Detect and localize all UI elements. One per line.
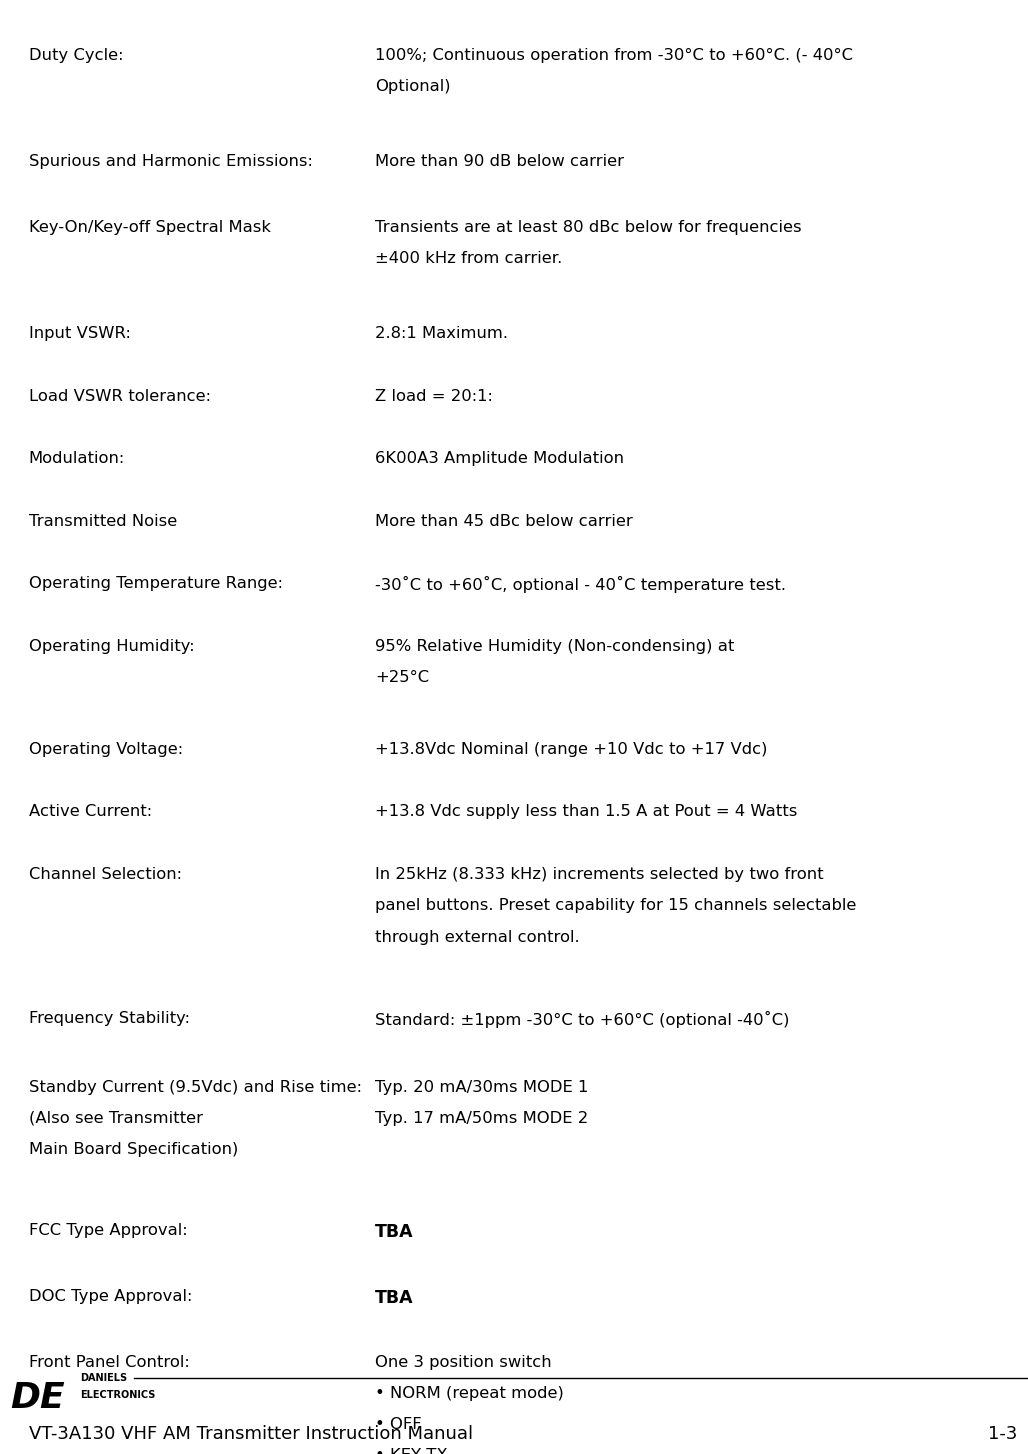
Text: • OFF: • OFF bbox=[375, 1418, 421, 1432]
Text: In 25kHz (8.333 kHz) increments selected by two front: In 25kHz (8.333 kHz) increments selected… bbox=[375, 867, 823, 883]
Text: Spurious and Harmonic Emissions:: Spurious and Harmonic Emissions: bbox=[29, 154, 313, 169]
Text: DOC Type Approval:: DOC Type Approval: bbox=[29, 1290, 192, 1304]
Text: Main Board Specification): Main Board Specification) bbox=[29, 1143, 238, 1157]
Text: Operating Temperature Range:: Operating Temperature Range: bbox=[29, 576, 283, 592]
Text: through external control.: through external control. bbox=[375, 929, 580, 945]
Text: TBA: TBA bbox=[375, 1223, 414, 1242]
Text: Modulation:: Modulation: bbox=[29, 451, 125, 467]
Text: VT-3A130 VHF AM Transmitter Instruction Manual: VT-3A130 VHF AM Transmitter Instruction … bbox=[29, 1425, 473, 1442]
Text: Operating Voltage:: Operating Voltage: bbox=[29, 742, 183, 758]
Text: 100%; Continuous operation from -30°C to +60°C. (- 40°C: 100%; Continuous operation from -30°C to… bbox=[375, 48, 853, 63]
Text: Active Current:: Active Current: bbox=[29, 804, 152, 820]
Text: DANIELS: DANIELS bbox=[80, 1373, 127, 1383]
Text: +13.8Vdc Nominal (range +10 Vdc to +17 Vdc): +13.8Vdc Nominal (range +10 Vdc to +17 V… bbox=[375, 742, 768, 758]
Text: TBA: TBA bbox=[375, 1290, 414, 1307]
Text: -30˚C to +60˚C, optional - 40˚C temperature test.: -30˚C to +60˚C, optional - 40˚C temperat… bbox=[375, 576, 786, 593]
Text: 1-3: 1-3 bbox=[988, 1425, 1018, 1442]
Text: 95% Relative Humidity (Non-condensing) at: 95% Relative Humidity (Non-condensing) a… bbox=[375, 638, 735, 654]
Text: Standby Current (9.5Vdc) and Rise time:: Standby Current (9.5Vdc) and Rise time: bbox=[29, 1080, 362, 1095]
Text: Frequency Stability:: Frequency Stability: bbox=[29, 1011, 190, 1027]
Text: Key-On/Key-off Spectral Mask: Key-On/Key-off Spectral Mask bbox=[29, 220, 270, 236]
Text: +13.8 Vdc supply less than 1.5 A at Pout = 4 Watts: +13.8 Vdc supply less than 1.5 A at Pout… bbox=[375, 804, 798, 820]
Text: Load VSWR tolerance:: Load VSWR tolerance: bbox=[29, 388, 211, 404]
Text: Typ. 17 mA/50ms MODE 2: Typ. 17 mA/50ms MODE 2 bbox=[375, 1111, 588, 1125]
Text: Standard: ±1ppm -30°C to +60°C (optional -40˚C): Standard: ±1ppm -30°C to +60°C (optional… bbox=[375, 1011, 790, 1028]
Text: Transmitted Noise: Transmitted Noise bbox=[29, 513, 177, 529]
Text: Optional): Optional) bbox=[375, 79, 451, 95]
Text: Duty Cycle:: Duty Cycle: bbox=[29, 48, 123, 63]
Text: DE: DE bbox=[10, 1381, 65, 1415]
Text: More than 45 dBc below carrier: More than 45 dBc below carrier bbox=[375, 513, 633, 529]
Text: FCC Type Approval:: FCC Type Approval: bbox=[29, 1223, 187, 1239]
Text: One 3 position switch: One 3 position switch bbox=[375, 1355, 552, 1370]
Text: Operating Humidity:: Operating Humidity: bbox=[29, 638, 194, 654]
Text: Input VSWR:: Input VSWR: bbox=[29, 326, 131, 342]
Text: ELECTRONICS: ELECTRONICS bbox=[80, 1390, 155, 1400]
Text: (Also see Transmitter: (Also see Transmitter bbox=[29, 1111, 203, 1125]
Text: +25°C: +25°C bbox=[375, 670, 430, 685]
Text: panel buttons. Preset capability for 15 channels selectable: panel buttons. Preset capability for 15 … bbox=[375, 899, 856, 913]
Text: Typ. 20 mA/30ms MODE 1: Typ. 20 mA/30ms MODE 1 bbox=[375, 1080, 589, 1095]
Text: ±400 kHz from carrier.: ±400 kHz from carrier. bbox=[375, 252, 562, 266]
Text: • KEY TX: • KEY TX bbox=[375, 1448, 448, 1454]
Text: 2.8:1 Maximum.: 2.8:1 Maximum. bbox=[375, 326, 508, 342]
Text: Front Panel Control:: Front Panel Control: bbox=[29, 1355, 189, 1370]
Text: 6K00A3 Amplitude Modulation: 6K00A3 Amplitude Modulation bbox=[375, 451, 624, 467]
Text: • NORM (repeat mode): • NORM (repeat mode) bbox=[375, 1386, 564, 1402]
Text: More than 90 dB below carrier: More than 90 dB below carrier bbox=[375, 154, 624, 169]
Text: Channel Selection:: Channel Selection: bbox=[29, 867, 182, 883]
Text: Z load = 20:1:: Z load = 20:1: bbox=[375, 388, 493, 404]
Text: Transients are at least 80 dBc below for frequencies: Transients are at least 80 dBc below for… bbox=[375, 220, 802, 236]
